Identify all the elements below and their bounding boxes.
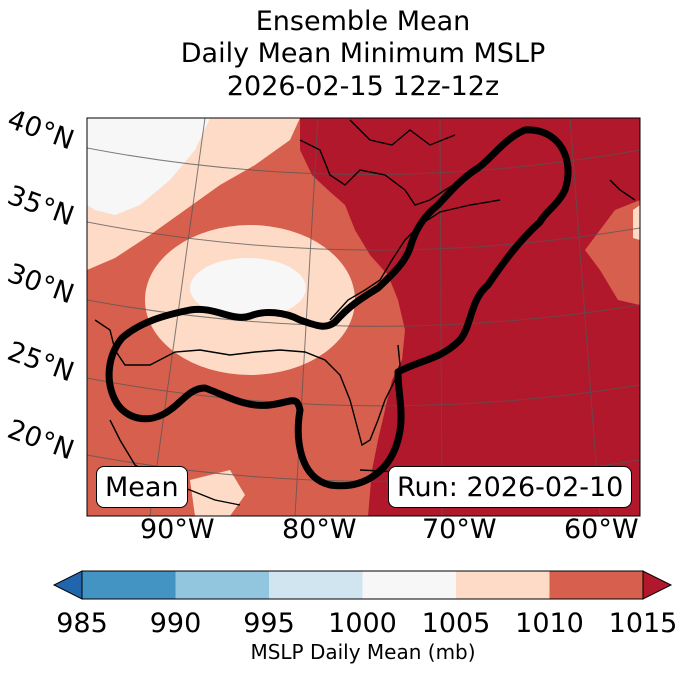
colorbar-tick-label: 995 bbox=[243, 608, 295, 639]
lon-label-70w: 70°W bbox=[422, 514, 497, 545]
colorbar-extend-high bbox=[642, 570, 673, 600]
colorbar-tick-label: 1010 bbox=[515, 608, 584, 639]
field-1000-1005-center bbox=[190, 258, 306, 318]
chart-title-line-3: 2026-02-15 12z-12z bbox=[226, 71, 500, 102]
colorbar-tick-label: 990 bbox=[149, 608, 202, 639]
colorbar-tick-label: 985 bbox=[56, 608, 108, 639]
colorbar-segment bbox=[269, 571, 363, 599]
colorbar-segment bbox=[175, 571, 269, 599]
colorbar-segment bbox=[549, 571, 643, 599]
chart-title-line-2: Daily Mean Minimum MSLP bbox=[180, 38, 546, 69]
lon-label-60w: 60°W bbox=[564, 514, 639, 545]
colorbar bbox=[52, 570, 673, 600]
field-1005-1010-east bbox=[633, 205, 640, 240]
colorbar-segment bbox=[456, 571, 550, 599]
colorbar-tick-label: 1000 bbox=[328, 608, 397, 639]
colorbar-segment bbox=[362, 571, 456, 599]
colorbar-extend-low bbox=[52, 570, 83, 600]
lon-label-80w: 80°W bbox=[282, 514, 357, 545]
colorbar-label: MSLP Daily Mean (mb) bbox=[250, 640, 476, 664]
field-1000-1005-northwest bbox=[87, 118, 210, 215]
lon-label-90w: 90°W bbox=[140, 514, 215, 545]
colorbar-tick-label: 1015 bbox=[608, 608, 678, 639]
chart-title-line-1: Ensemble Mean bbox=[255, 6, 471, 37]
colorbar-tick-label: 1005 bbox=[421, 608, 491, 639]
mean-label-box: Mean bbox=[96, 466, 188, 508]
contour-outline bbox=[105, 126, 572, 490]
field-1005-1010-gulf bbox=[190, 470, 245, 516]
colorbar-segment bbox=[82, 571, 176, 599]
run-date-box: Run: 2026-02-10 bbox=[388, 466, 633, 508]
